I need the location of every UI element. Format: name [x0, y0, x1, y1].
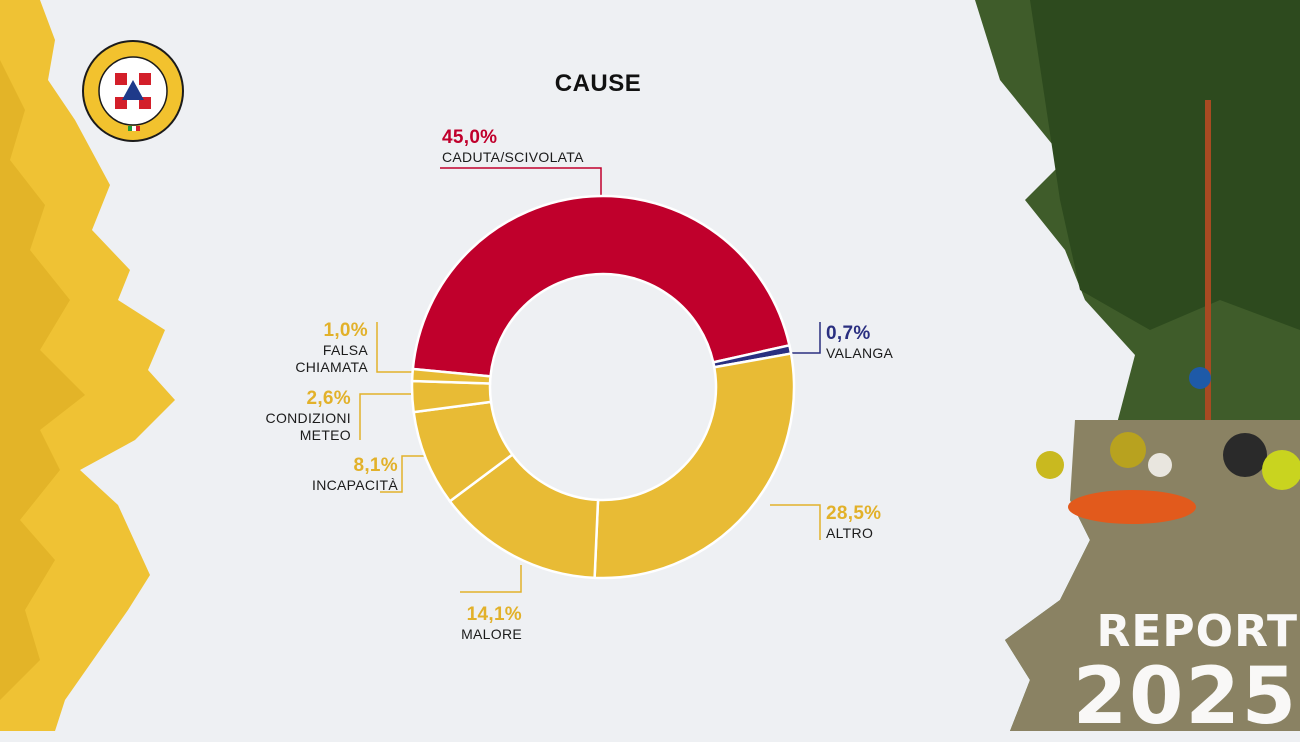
- name-incapacita: INCAPACITÀ: [312, 477, 398, 493]
- pct-falsa: 1,0%: [323, 320, 368, 341]
- rescuer-figure: [1262, 450, 1300, 490]
- donut-slice-falsa-chiamata: [410, 367, 492, 385]
- leader-line-malore: [460, 565, 522, 593]
- label-meteo: 2,6% CONDIZIONI METEO: [230, 388, 351, 444]
- dog-figure: [1148, 453, 1172, 477]
- pct-meteo: 2,6%: [306, 388, 351, 409]
- label-altro: 28,5% ALTRO: [826, 503, 881, 542]
- leader-line-valanga: [790, 322, 821, 354]
- leader-line-altro: [770, 504, 821, 540]
- rescuer-figure: [1036, 451, 1064, 479]
- donut-slice-altro: [593, 352, 796, 580]
- report-footer: REPORT 2025: [1072, 606, 1298, 742]
- pct-incapacita: 8,1%: [353, 455, 398, 476]
- report-year: 2025: [1072, 652, 1298, 742]
- leader-line-falsa: [376, 322, 412, 373]
- rescuer-figure: [1110, 432, 1146, 468]
- name-falsa-1: FALSA: [322, 342, 368, 358]
- name-altro: ALTRO: [826, 525, 874, 541]
- name-falsa-2: CHIAMATA: [295, 359, 368, 375]
- chart-title: CAUSE: [554, 70, 642, 97]
- pct-altro: 28,5%: [826, 503, 882, 524]
- photo-trees: [1030, 0, 1300, 330]
- label-valanga: 0,7% VALANGA: [826, 323, 893, 362]
- leader-line-caduta: [440, 167, 602, 197]
- name-valanga: VALANGA: [826, 345, 894, 361]
- pct-malore: 14,1%: [466, 604, 522, 625]
- donut-slice-caduta-scivolata: [411, 194, 791, 378]
- leader-line-meteo: [359, 393, 411, 440]
- label-incapacita: 8,1% INCAPACITÀ: [280, 455, 398, 494]
- name-meteo-1: CONDIZIONI: [265, 410, 351, 426]
- mountain-shade: [0, 60, 85, 700]
- cnsas-logo: [82, 40, 184, 142]
- road-sign-icon: [1189, 367, 1211, 389]
- rescuer-figure: [1223, 433, 1267, 477]
- leader-line-incapacita: [380, 455, 435, 493]
- name-malore: MALORE: [461, 626, 522, 642]
- photo-pole: [1205, 100, 1211, 430]
- report-word: REPORT: [1096, 606, 1298, 657]
- name-meteo-2: METEO: [299, 427, 351, 443]
- rescue-boat: [1068, 490, 1196, 524]
- name-caduta: CADUTA/SCIVOLATA: [442, 149, 584, 165]
- label-malore: 14,1% MALORE: [440, 604, 522, 643]
- pct-caduta: 45,0%: [442, 127, 498, 148]
- label-falsa: 1,0% FALSA CHIAMATA: [250, 320, 368, 376]
- pct-valanga: 0,7%: [826, 323, 871, 344]
- donut-chart: [410, 194, 796, 580]
- label-caduta: 45,0% CADUTA/SCIVOLATA: [442, 127, 584, 166]
